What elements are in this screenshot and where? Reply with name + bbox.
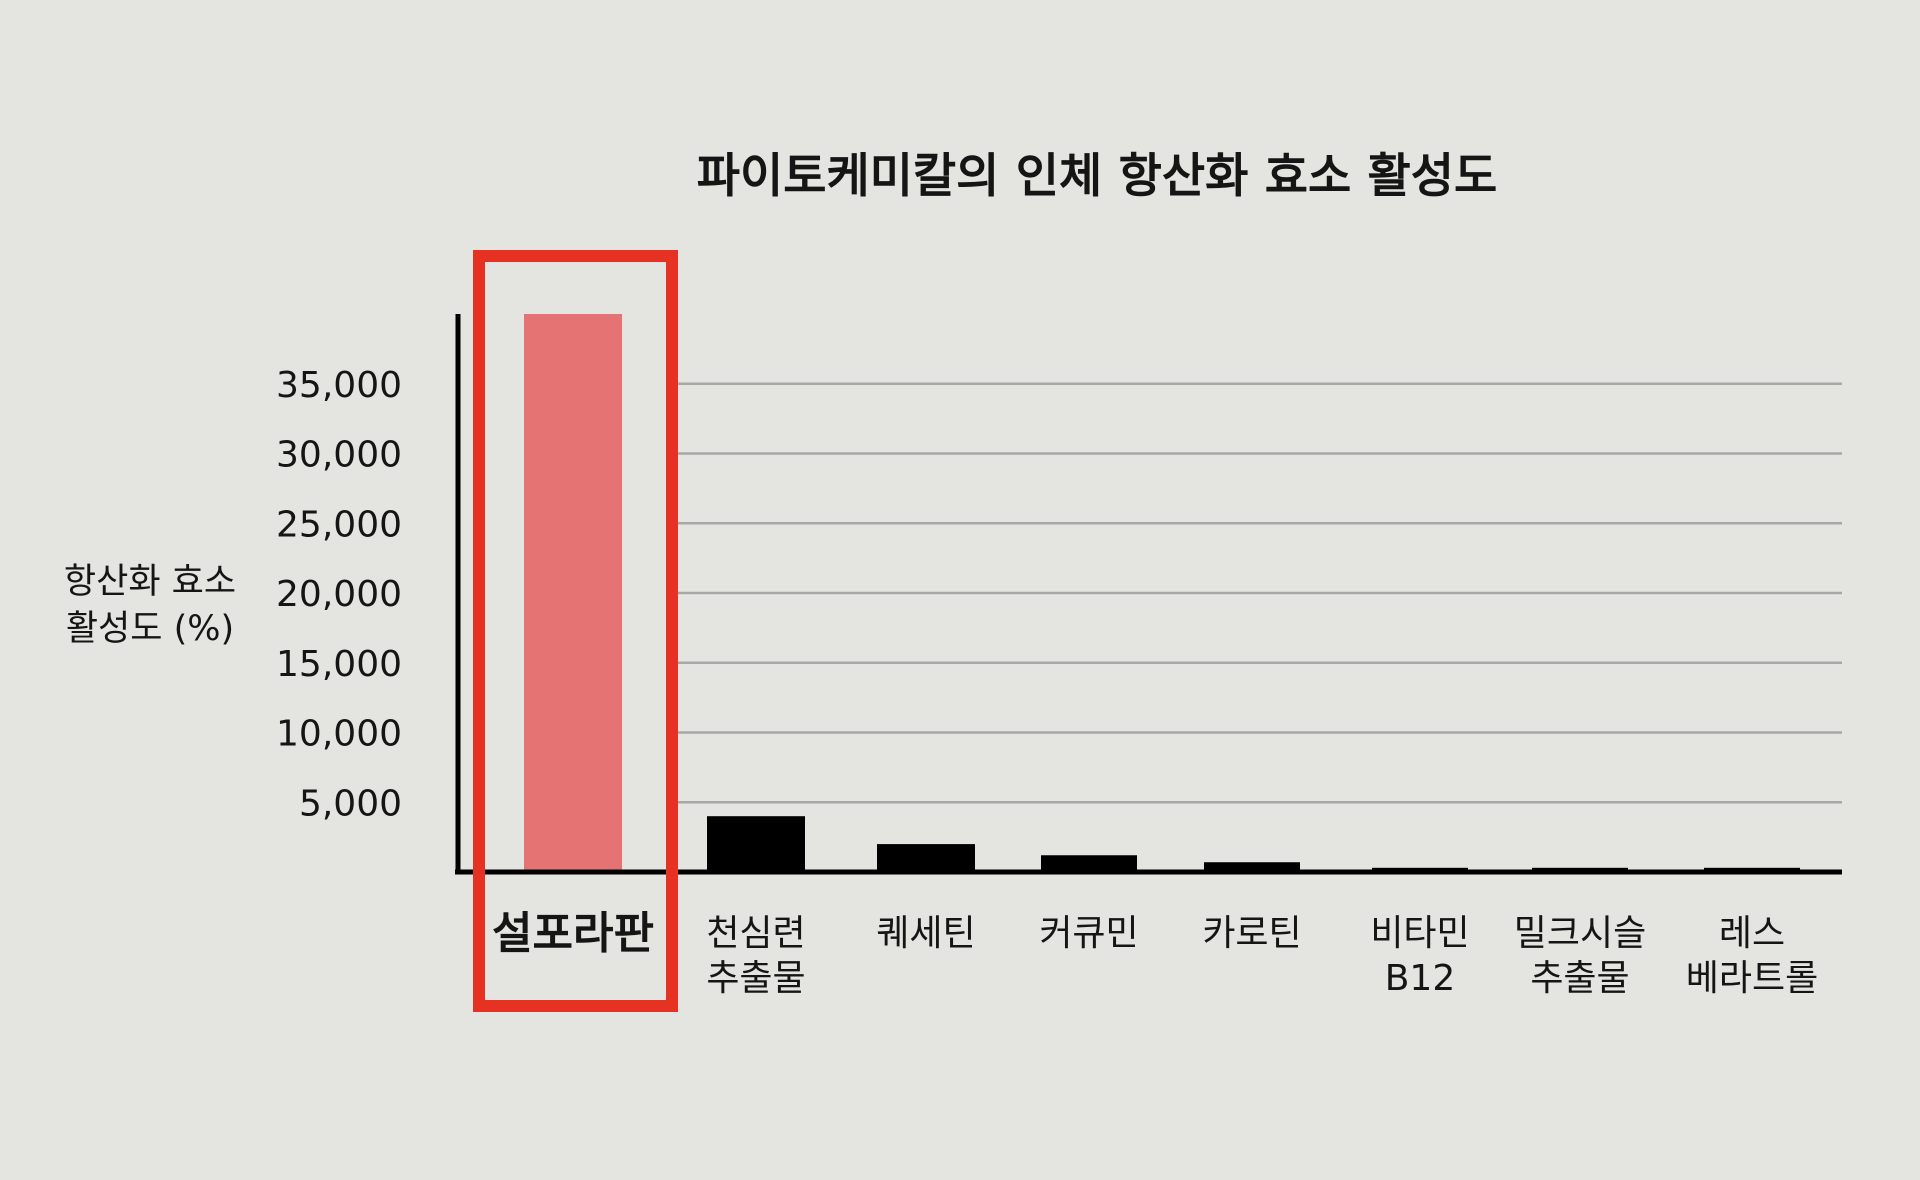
x-tick-label: 커큐민 [1039, 913, 1138, 954]
y-axis-label: 항산화 효소 활성도 (%) [64, 562, 236, 649]
x-tick-labels: 설포라판 천심련 추출물 퀘세틴 커큐민 카로틴 비타민 B12 밀크시슬 추출물 레스 베라트롤 [492, 908, 1818, 999]
bar [1041, 855, 1137, 872]
bars [524, 314, 1800, 872]
x-tick-label: 퀘세틴 [876, 913, 975, 954]
x-tick-label-highlight: 설포라판 [492, 908, 654, 959]
y-tick-label: 5,000 [299, 783, 402, 824]
bar [707, 816, 805, 872]
y-tick-label: 35,000 [276, 365, 402, 406]
y-tick-label: 20,000 [276, 574, 402, 615]
x-tick-label: 레스 베라트롤 [1686, 913, 1818, 999]
axes [455, 314, 1842, 875]
y-tick-label: 25,000 [276, 504, 402, 545]
x-tick-label: 밀크시슬 추출물 [1514, 913, 1646, 999]
chart-title: 파이토케미칼의 인체 항산화 효소 활성도 [697, 149, 1498, 204]
x-tick-label: 비타민 B12 [1370, 913, 1469, 999]
y-tick-label: 30,000 [276, 435, 402, 476]
y-tick-label: 10,000 [276, 714, 402, 755]
y-tick-label: 15,000 [276, 644, 402, 685]
x-tick-label: 카로틴 [1202, 913, 1301, 954]
x-tick-label: 천심련 추출물 [706, 913, 805, 999]
grid-lines [672, 382, 1842, 804]
bar [1204, 862, 1300, 872]
y-tick-labels: 5,000 10,000 15,000 20,000 25,000 30,000 35,00… [276, 365, 402, 825]
y-axis-label-text: 항산화 효소 활성도 (%) [64, 562, 236, 649]
highlight-box [473, 250, 678, 1012]
highlight-frame [473, 250, 678, 1012]
bar-highlight [524, 314, 622, 872]
bar [877, 844, 975, 872]
